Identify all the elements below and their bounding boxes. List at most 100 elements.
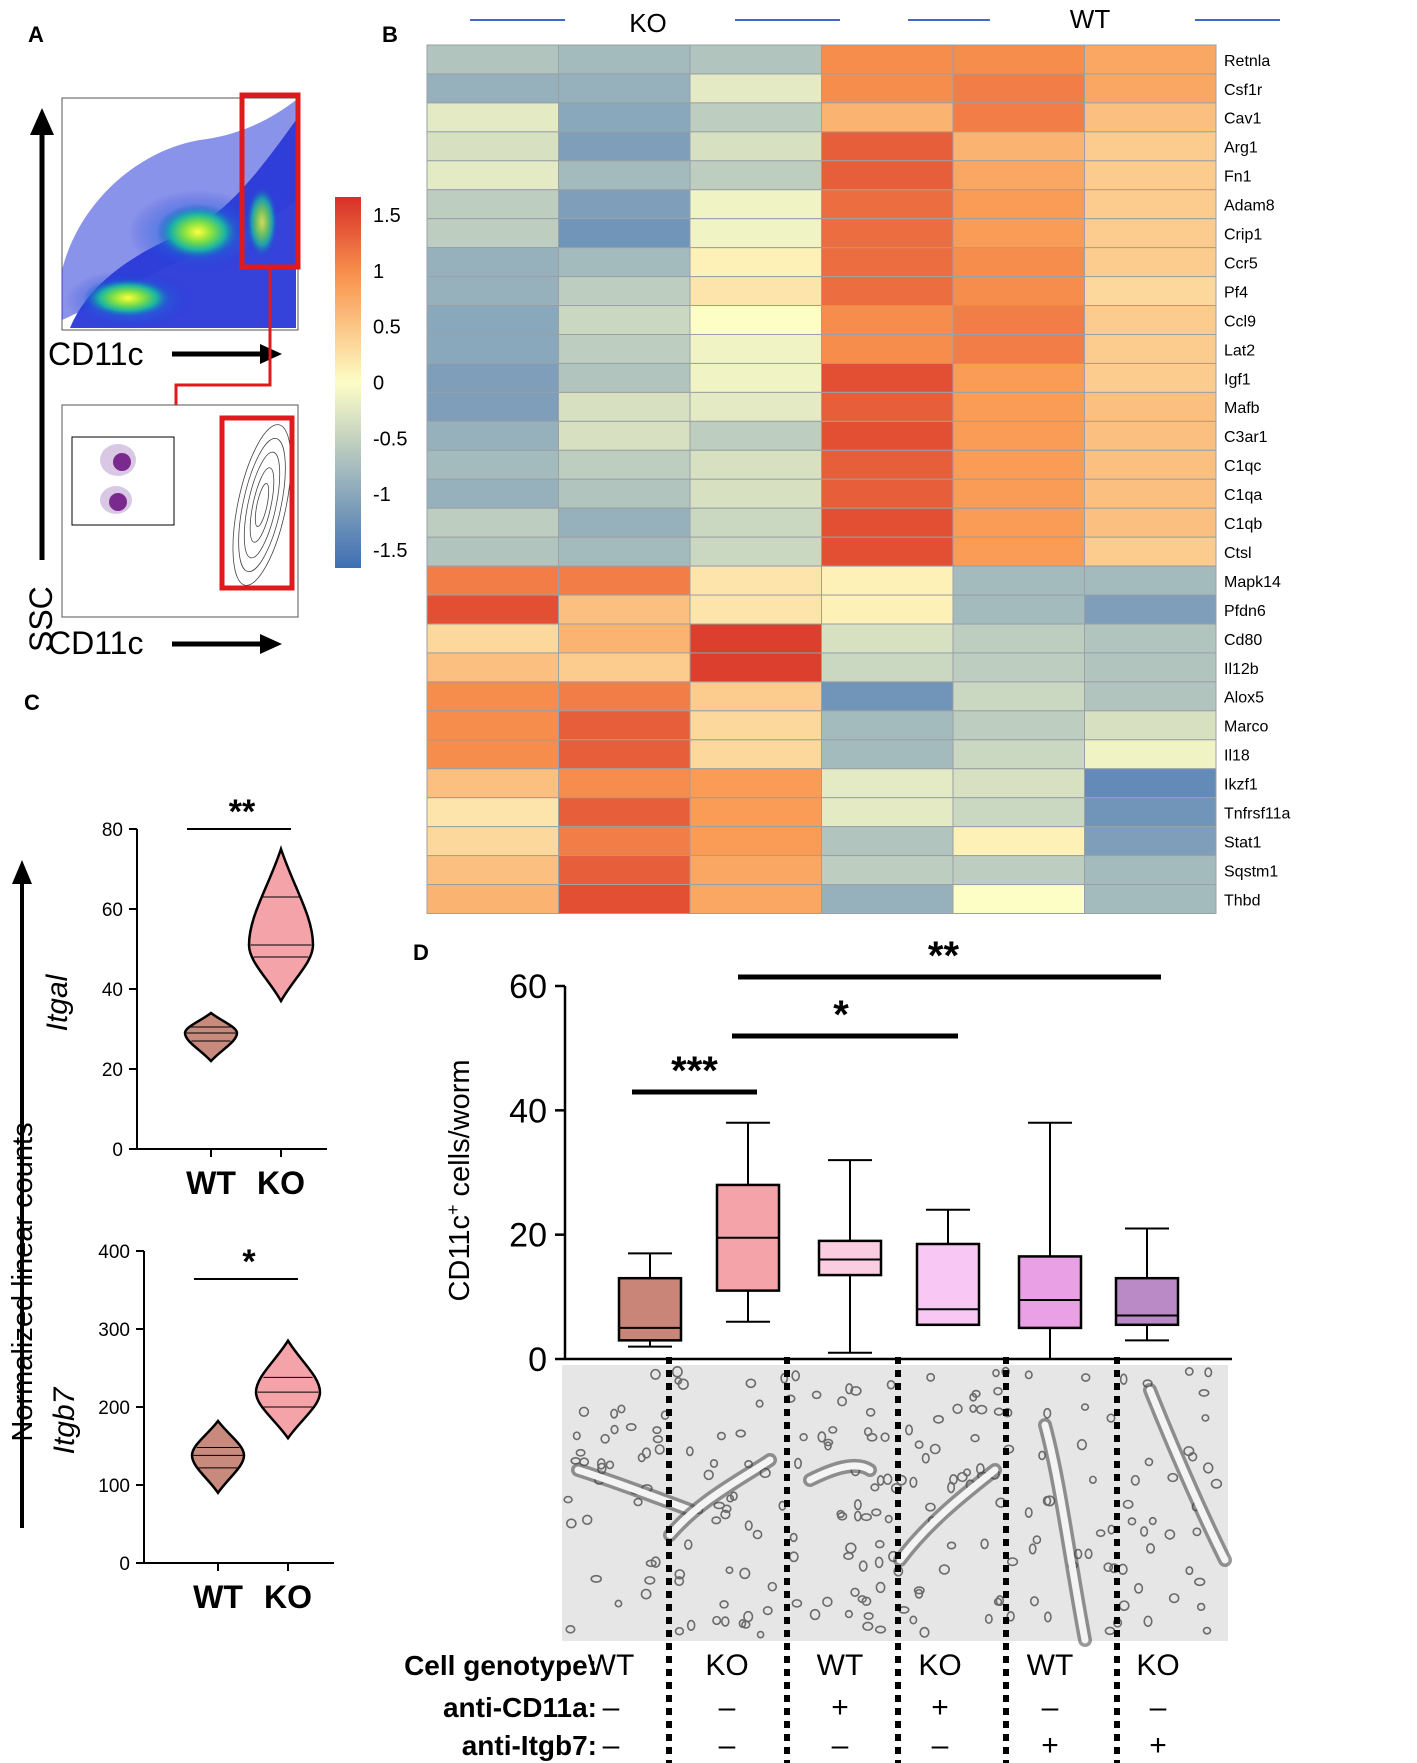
cell-itgb7: – (719, 1729, 736, 1762)
heatmap-cell (952, 247, 1085, 278)
heatmap-cell (426, 507, 559, 538)
heatmap-cell (821, 768, 954, 799)
cell-dot (674, 1377, 683, 1385)
cell-dot (605, 1460, 615, 1470)
cell-nucleus-1 (113, 453, 131, 471)
heatmap-cell (952, 739, 1085, 770)
heatmap-cell (689, 420, 822, 451)
cell-dot (863, 1612, 874, 1621)
cell-dot (752, 1529, 763, 1540)
cell-dot (674, 1576, 685, 1587)
heatmap-cell (689, 449, 822, 480)
heatmap-cell (558, 797, 691, 828)
cell-dot (969, 1392, 978, 1402)
cell-dot (641, 1447, 652, 1459)
cell-dot (1196, 1602, 1206, 1612)
cell-cd11a: – (719, 1691, 736, 1724)
gene-label: Ccl9 (1224, 313, 1256, 330)
panel-c-violins: 0 20 40 60 80 WT KO ** Itgal 0 100 200 300 400 WT KO * I… (7, 793, 334, 1615)
heatmap-cell (1084, 305, 1217, 335)
cell-dot (970, 1434, 980, 1443)
heatmap-cell (689, 739, 822, 770)
cell-dot (686, 1619, 696, 1631)
cell-genotype: WT (1027, 1649, 1074, 1682)
cell-nucleus-2 (109, 493, 127, 511)
cell-dot (600, 1433, 610, 1444)
cell-dot (874, 1556, 884, 1569)
panel-a-flow-cytometry: CD11c CD11c SSC (23, 92, 301, 661)
heatmap-cell (821, 131, 954, 162)
gene-label: Thbd (1224, 892, 1260, 909)
cell-dot (596, 1458, 606, 1470)
worm-body (574, 1466, 694, 1514)
cell-cd11a: – (1042, 1691, 1059, 1724)
cell-dot (1076, 1439, 1088, 1451)
heatmap-cell (1084, 855, 1217, 886)
heatmap-cell (689, 276, 822, 307)
cell-dot (1201, 1414, 1210, 1422)
heatmap-cell (821, 681, 954, 712)
cell-dot (909, 1615, 918, 1625)
cell-dot (633, 1497, 643, 1507)
color-scale-tick: -0.5 (373, 428, 407, 450)
cell-dot (725, 1566, 734, 1575)
cell-dot (1202, 1626, 1212, 1635)
cell-dot (870, 1483, 880, 1492)
y-tick-label: 0 (119, 1554, 130, 1575)
heatmap-cell (689, 507, 822, 538)
cell-dot (1024, 1370, 1033, 1380)
cell-dot (716, 1431, 726, 1441)
heatmap-cell (1084, 44, 1217, 75)
heatmap-cell (952, 391, 1085, 422)
worm-body (806, 1462, 874, 1484)
heatmap-cell (689, 160, 822, 191)
heatmap-cell (821, 623, 954, 654)
heatmap-cell (1084, 478, 1217, 509)
cell-dot (969, 1404, 978, 1413)
heatmap-cell (558, 623, 691, 654)
cell-dot (572, 1431, 581, 1441)
heatmap-cell (426, 449, 559, 480)
heatmap-cell (426, 102, 559, 133)
cell-dot (1038, 1450, 1046, 1461)
heatmap-cell (689, 362, 822, 393)
heatmap-cell (1084, 507, 1217, 538)
heatmap-cell (1084, 391, 1217, 422)
heatmap-cell (952, 652, 1085, 683)
heatmap-cell (426, 334, 559, 364)
cell-dot (926, 1372, 936, 1382)
heatmap-cell (952, 855, 1085, 886)
cell-dot (1103, 1562, 1114, 1573)
worm-body (1146, 1386, 1229, 1564)
heatmap-cell (689, 44, 822, 75)
heatmap-cell (426, 218, 559, 249)
box-ylabel-main: CD11c (444, 1215, 476, 1302)
row-label-cd11a: anti-CD11a: (443, 1692, 597, 1723)
cell-dot (726, 1494, 735, 1503)
heatmap-cell (1084, 218, 1217, 249)
cell-dot (674, 1626, 685, 1636)
heatmap-cell (821, 826, 954, 857)
cell-dot (791, 1599, 803, 1608)
heatmap-cell (558, 826, 691, 857)
gene-label: Stat1 (1224, 834, 1261, 851)
cell-dot (684, 1539, 693, 1550)
ssc-axis-label: SSC (23, 586, 59, 652)
gene-label: Csf1r (1224, 82, 1263, 99)
cell-dot (938, 1564, 950, 1575)
violin-ylabel: Itgal (41, 973, 74, 1031)
heatmap-cell (1084, 102, 1217, 133)
heatmap-cell (558, 681, 691, 712)
cell-dot (880, 1432, 890, 1442)
cell-dot (762, 1606, 773, 1616)
cell-dot (703, 1469, 714, 1481)
heatmap-cell (1084, 131, 1217, 162)
box-significance-stars: * (833, 993, 849, 1037)
y-tick-label: 60 (102, 900, 123, 921)
cell-dot (652, 1435, 664, 1444)
box-5 (1017, 1255, 1083, 1330)
heatmap-cell (821, 44, 954, 75)
heatmap-cell (558, 218, 691, 249)
violin-wt (190, 1418, 246, 1495)
heatmap-cell (426, 594, 559, 625)
